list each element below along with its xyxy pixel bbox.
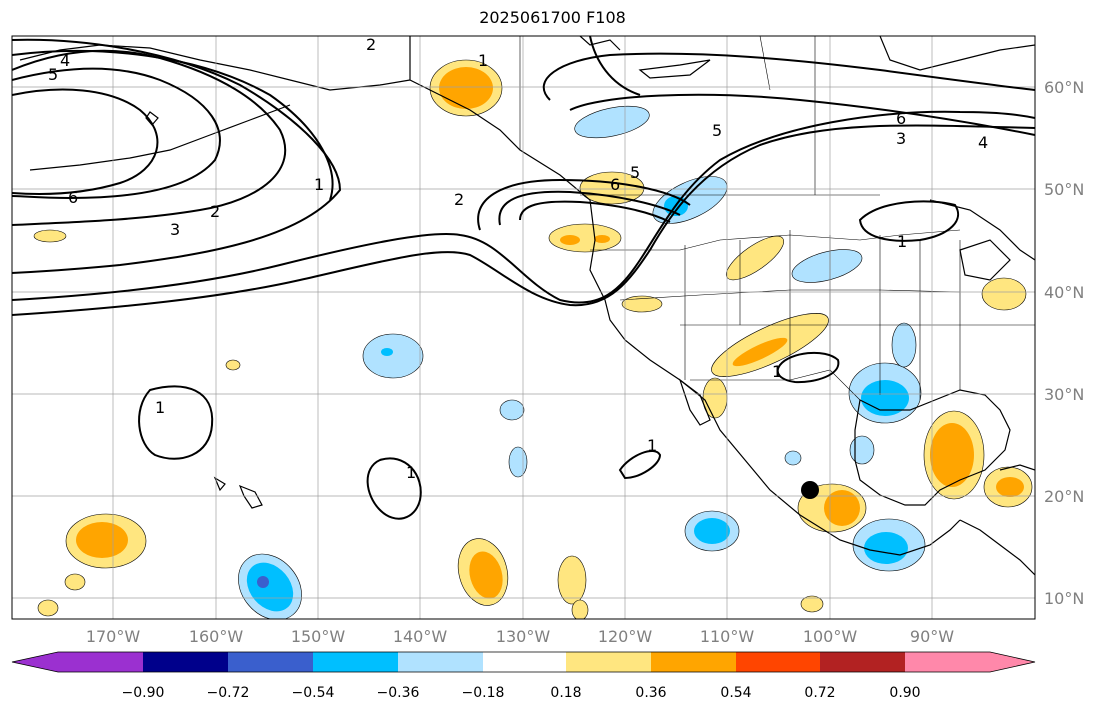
- lon-tick-label: 140°W: [393, 627, 448, 646]
- colorbar-tick-label: 0.36: [635, 685, 666, 701]
- colorbar-segment: [566, 652, 651, 672]
- colorbar-tick-label: 0.54: [720, 685, 751, 701]
- map-panel: [12, 36, 1035, 619]
- colorbar-segment: [736, 652, 820, 672]
- contour-label: 2: [210, 202, 220, 221]
- lon-tick-label: 170°W: [86, 627, 141, 646]
- map-frame: [11, 35, 1036, 620]
- lat-tick-label: 10°N: [1044, 589, 1084, 608]
- colorbar-tick-label: 0.18: [550, 685, 581, 701]
- colorbar-tick-label: −0.72: [207, 685, 250, 701]
- colorbar-tick-label: 0.72: [804, 685, 835, 701]
- colorbar-tick-label: −0.54: [292, 685, 335, 701]
- contour-label-group: 4 5 6 3 2 1 2 1 2 6 5 5 6 3 4 1 1 1 1 1: [48, 35, 988, 482]
- lat-tick-label: 40°N: [1044, 283, 1084, 302]
- contour-label: 5: [48, 65, 58, 84]
- location-marker: [801, 481, 819, 499]
- lat-tick-label: 60°N: [1044, 78, 1084, 97]
- contour-label: 1: [314, 175, 324, 194]
- colorbar-ticks: −0.90 −0.72 −0.54 −0.36 −0.18 0.18 0.36 …: [122, 685, 921, 701]
- contour-label: 2: [454, 190, 464, 209]
- colorbar-segment: [651, 652, 736, 672]
- map-title: 2025061700 F108: [479, 8, 626, 27]
- colorbar-segment: [313, 652, 398, 672]
- contour-label: 1: [478, 51, 488, 70]
- colorbar-tick-label: −0.36: [377, 685, 420, 701]
- contour-lines: [12, 36, 1035, 520]
- contour-label: 1: [647, 436, 657, 455]
- contour-label: 1: [155, 398, 165, 417]
- contour-label: 6: [896, 109, 906, 128]
- lon-tick-label: 90°W: [910, 627, 954, 646]
- contour-label: 1: [406, 463, 416, 482]
- graticule: [12, 36, 1035, 619]
- colorbar-segment: [820, 652, 905, 672]
- lon-tick-label: 110°W: [700, 627, 755, 646]
- colorbar-tick-label: −0.90: [122, 685, 165, 701]
- lon-tick-label: 130°W: [496, 627, 551, 646]
- contour-label: 2: [366, 35, 376, 54]
- lon-tick-label: 160°W: [189, 627, 244, 646]
- colorbar-segment: [143, 652, 228, 672]
- lon-tick-label: 100°W: [803, 627, 858, 646]
- colorbar-segment: [58, 652, 143, 672]
- colorbar-segment: [398, 652, 483, 672]
- colorbar-extend-low: [12, 652, 58, 672]
- contour-label: 4: [978, 133, 988, 152]
- lat-tick-label: 50°N: [1044, 180, 1084, 199]
- lat-tick-label: 20°N: [1044, 487, 1084, 506]
- shaded-fields: [33, 59, 1033, 619]
- contour-label: 4: [60, 51, 70, 70]
- colorbar-extend-high: [905, 652, 1035, 672]
- contour-label: 5: [712, 121, 722, 140]
- contour-label: 1: [897, 232, 907, 251]
- latitude-axis: 60°N 50°N 40°N 30°N 20°N 10°N: [1044, 78, 1084, 608]
- contour-label: 5: [630, 163, 640, 182]
- longitude-axis: 170°W 160°W 150°W 140°W 130°W 120°W 110°…: [86, 627, 954, 646]
- colorbar-tick-label: −0.18: [462, 685, 505, 701]
- contour-label: 1: [772, 362, 782, 381]
- contour-label: 3: [896, 129, 906, 148]
- colorbar: [11, 651, 1036, 673]
- lon-tick-label: 120°W: [598, 627, 653, 646]
- colorbar-tick-label: 0.90: [889, 685, 920, 701]
- contour-label: 6: [610, 175, 620, 194]
- lat-tick-label: 30°N: [1044, 385, 1084, 404]
- contour-label: 3: [170, 220, 180, 239]
- contour-label: 6: [68, 188, 78, 207]
- colorbar-segment: [483, 652, 566, 672]
- coastlines: [19, 36, 1035, 576]
- lon-tick-label: 150°W: [291, 627, 346, 646]
- colorbar-segment: [228, 652, 313, 672]
